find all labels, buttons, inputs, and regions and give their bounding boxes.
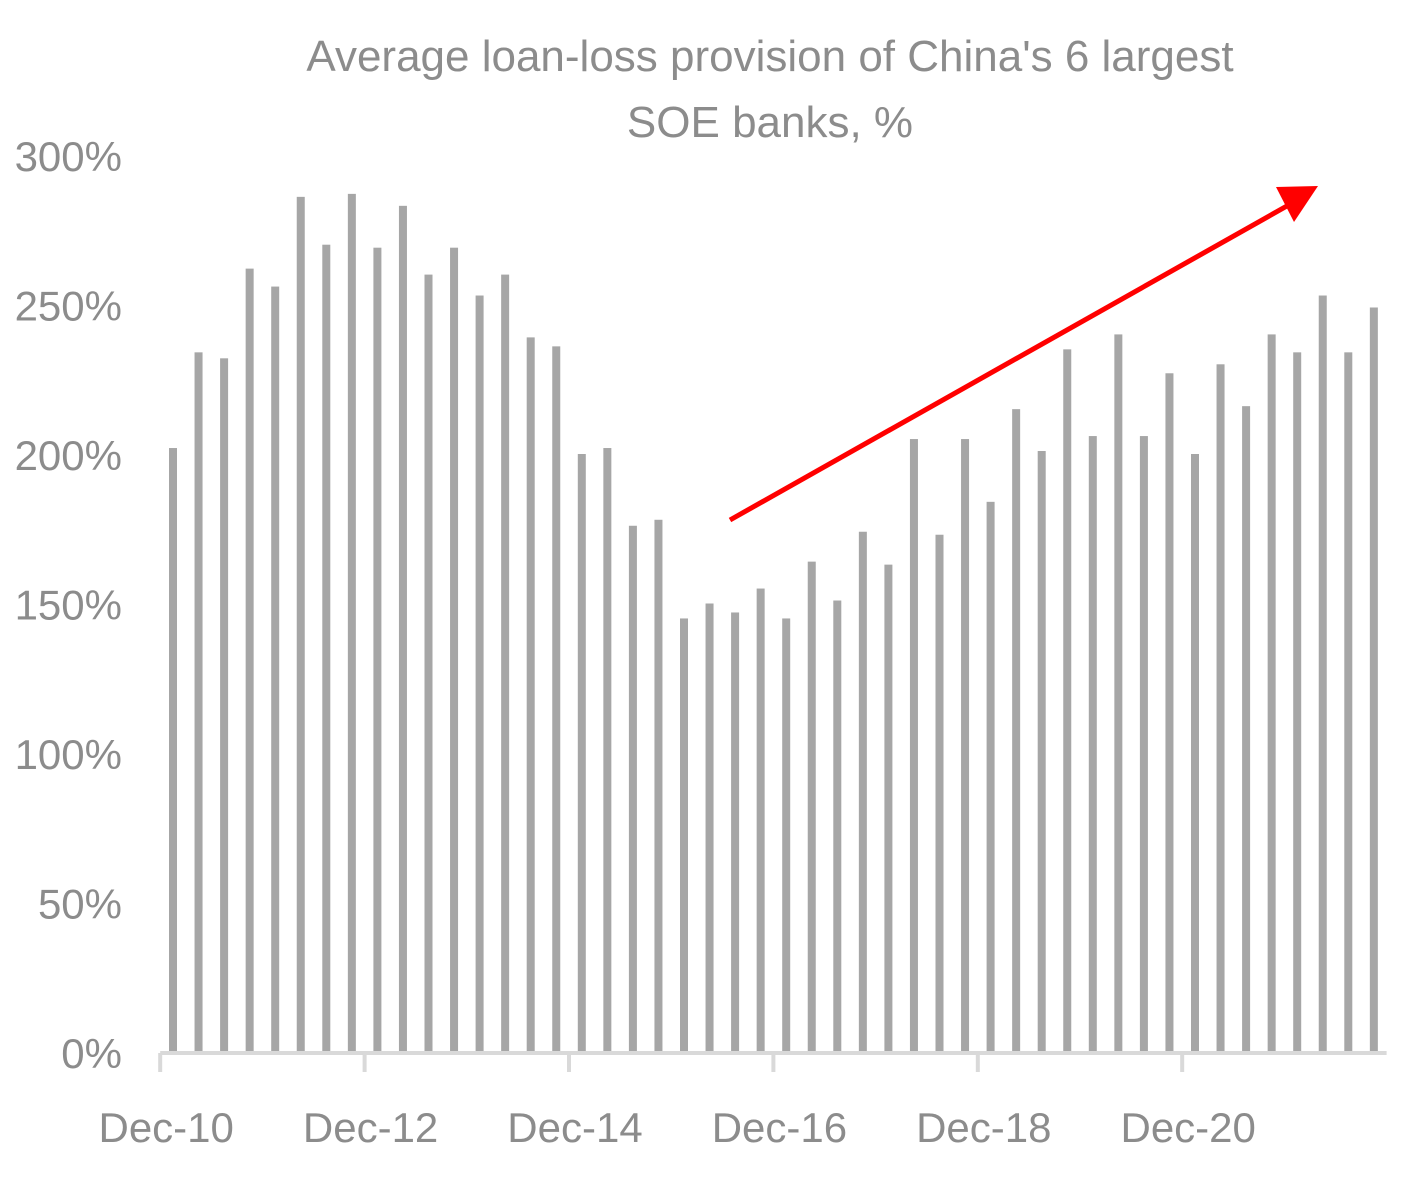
bar-6 [322, 244, 331, 1052]
bar-1 [194, 352, 203, 1053]
y-tick-label: 250% [15, 283, 122, 330]
bar-25 [807, 561, 816, 1052]
y-tick-label: 150% [15, 582, 122, 629]
bar-35 [1063, 349, 1072, 1053]
bar-28 [884, 564, 893, 1052]
bar-44 [1293, 352, 1302, 1053]
bar-43 [1267, 334, 1276, 1052]
x-tick-label: Dec-10 [98, 1104, 233, 1151]
bar-30 [935, 534, 944, 1052]
bar-31 [961, 439, 970, 1052]
y-tick-label: 200% [15, 432, 122, 479]
y-tick-label: 0% [61, 1030, 122, 1077]
bar-20 [680, 618, 688, 1052]
bar-41 [1216, 364, 1225, 1052]
x-tick-label: Dec-12 [303, 1104, 438, 1151]
bar-12 [475, 295, 484, 1052]
chart-title-line-2: SOE banks, % [626, 98, 914, 147]
bar-8 [373, 247, 382, 1052]
bar-34 [1037, 451, 1046, 1052]
bar-9 [398, 205, 407, 1052]
x-tick-label: Dec-20 [1120, 1104, 1255, 1151]
bar-13 [501, 274, 510, 1053]
bar-2 [220, 358, 229, 1052]
bar-21 [705, 603, 714, 1052]
x-tick-label: Dec-18 [916, 1104, 1051, 1151]
y-tick-label: 100% [15, 731, 122, 778]
x-tick-label: Dec-16 [712, 1104, 847, 1151]
bar-42 [1242, 406, 1251, 1052]
bar-27 [858, 531, 867, 1052]
chart-title-line-1: Average loan-loss provision of China's 6… [306, 32, 1234, 81]
bar-4 [271, 286, 280, 1052]
bar-38 [1139, 436, 1148, 1052]
bar-3 [245, 268, 254, 1052]
bar-15 [552, 346, 561, 1052]
bar-14 [526, 337, 535, 1052]
trend-arrow-line [728, 199, 1296, 523]
y-tick-label: 300% [15, 133, 122, 180]
bar-16 [577, 454, 586, 1052]
bar-5 [296, 196, 305, 1053]
bar-18 [628, 525, 637, 1052]
x-tick-label: Dec-14 [507, 1104, 642, 1151]
bar-19 [654, 519, 663, 1052]
bar-24 [782, 618, 791, 1052]
bar-45 [1318, 295, 1327, 1052]
bar-0 [169, 448, 177, 1052]
bar-7 [347, 193, 356, 1052]
bar-17 [603, 448, 612, 1052]
bar-36 [1088, 436, 1097, 1052]
y-tick-label: 50% [38, 881, 122, 928]
bar-29 [909, 439, 918, 1052]
bar-33 [1012, 409, 1021, 1052]
bar-39 [1165, 373, 1174, 1052]
bar-32 [986, 501, 995, 1053]
bar-37 [1114, 334, 1123, 1052]
bar-23 [756, 588, 765, 1052]
bar-46 [1344, 352, 1353, 1053]
bar-11 [450, 247, 459, 1052]
bar-47 [1369, 307, 1378, 1052]
bar-22 [731, 612, 740, 1052]
bar-10 [424, 274, 433, 1053]
bar-40 [1191, 454, 1199, 1052]
trend-arrow-head [1276, 186, 1318, 222]
bar-26 [833, 600, 842, 1052]
